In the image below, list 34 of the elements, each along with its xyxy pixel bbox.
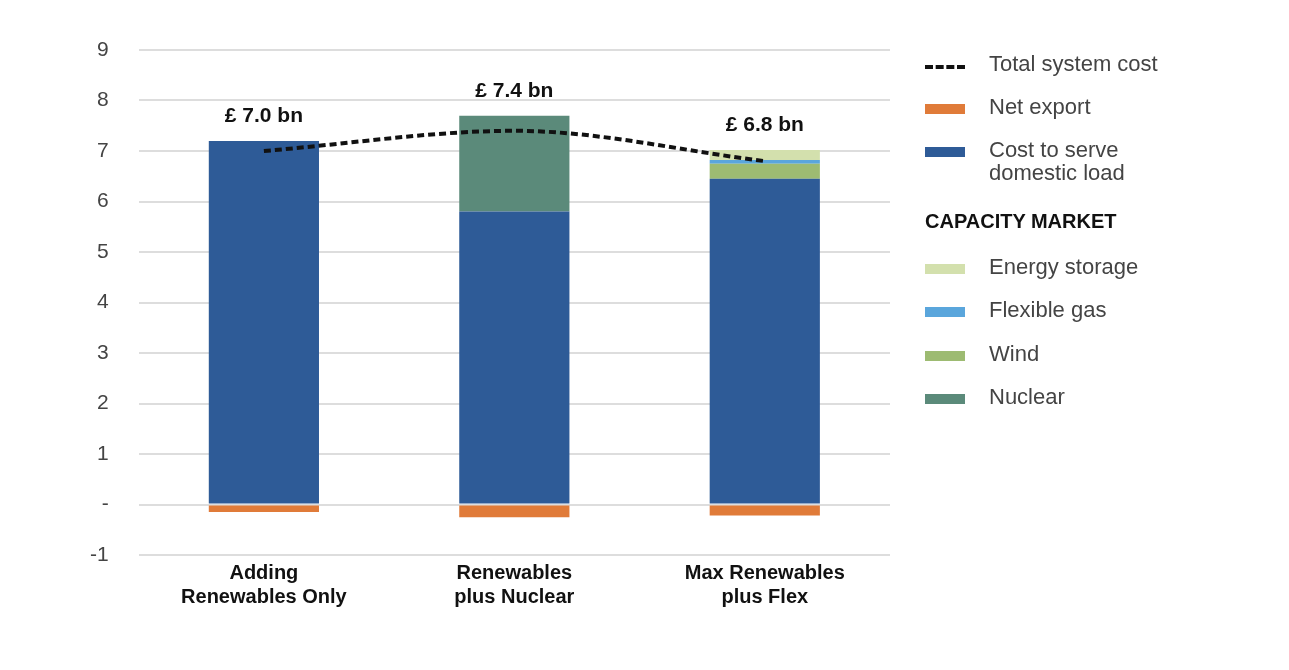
data-label: £ 7.0 bn (224, 103, 303, 127)
x-tick-label: Max Renewables plus Flex (684, 560, 845, 607)
bar (208, 140, 319, 504)
y-tick-label: 5 (96, 238, 109, 262)
bar (459, 115, 570, 212)
y-tick-label: 4 (96, 289, 109, 313)
legend-label: Flexible gas (989, 297, 1107, 323)
legend-label: Cost to serve domestic load (989, 137, 1126, 186)
y-tick-label: 3 (96, 339, 109, 363)
data-label: £ 6.8 bn (725, 112, 804, 136)
legend-label: Nuclear (989, 383, 1065, 409)
bar (709, 163, 820, 179)
y-tick-label: 2 (96, 390, 109, 414)
bar (709, 505, 820, 516)
bar (459, 505, 570, 518)
legend-label: Energy storage (989, 254, 1139, 280)
legend-label: Total system cost (989, 51, 1158, 76)
bar (459, 211, 570, 504)
bar (709, 160, 820, 164)
legend-label: Net export (989, 94, 1091, 120)
y-tick-label: 6 (96, 188, 109, 212)
y-tick-label: - (101, 491, 109, 515)
data-label: £ 7.4 bn (475, 77, 554, 101)
y-tick-label: 7 (96, 137, 109, 161)
y-tick-label: 8 (96, 87, 109, 111)
bar (208, 505, 319, 513)
y-tick-label: -1 (89, 541, 109, 565)
legend-title: CAPACITY MARKET (925, 210, 1118, 234)
legend-label: Wind (989, 340, 1040, 366)
x-tick-label: Adding Renewables Only (181, 560, 348, 607)
x-tick-label: Renewables plus Nuclear (454, 560, 575, 607)
y-tick-label: 1 (96, 440, 109, 464)
bar (709, 178, 820, 504)
y-tick-label: 9 (96, 36, 109, 60)
